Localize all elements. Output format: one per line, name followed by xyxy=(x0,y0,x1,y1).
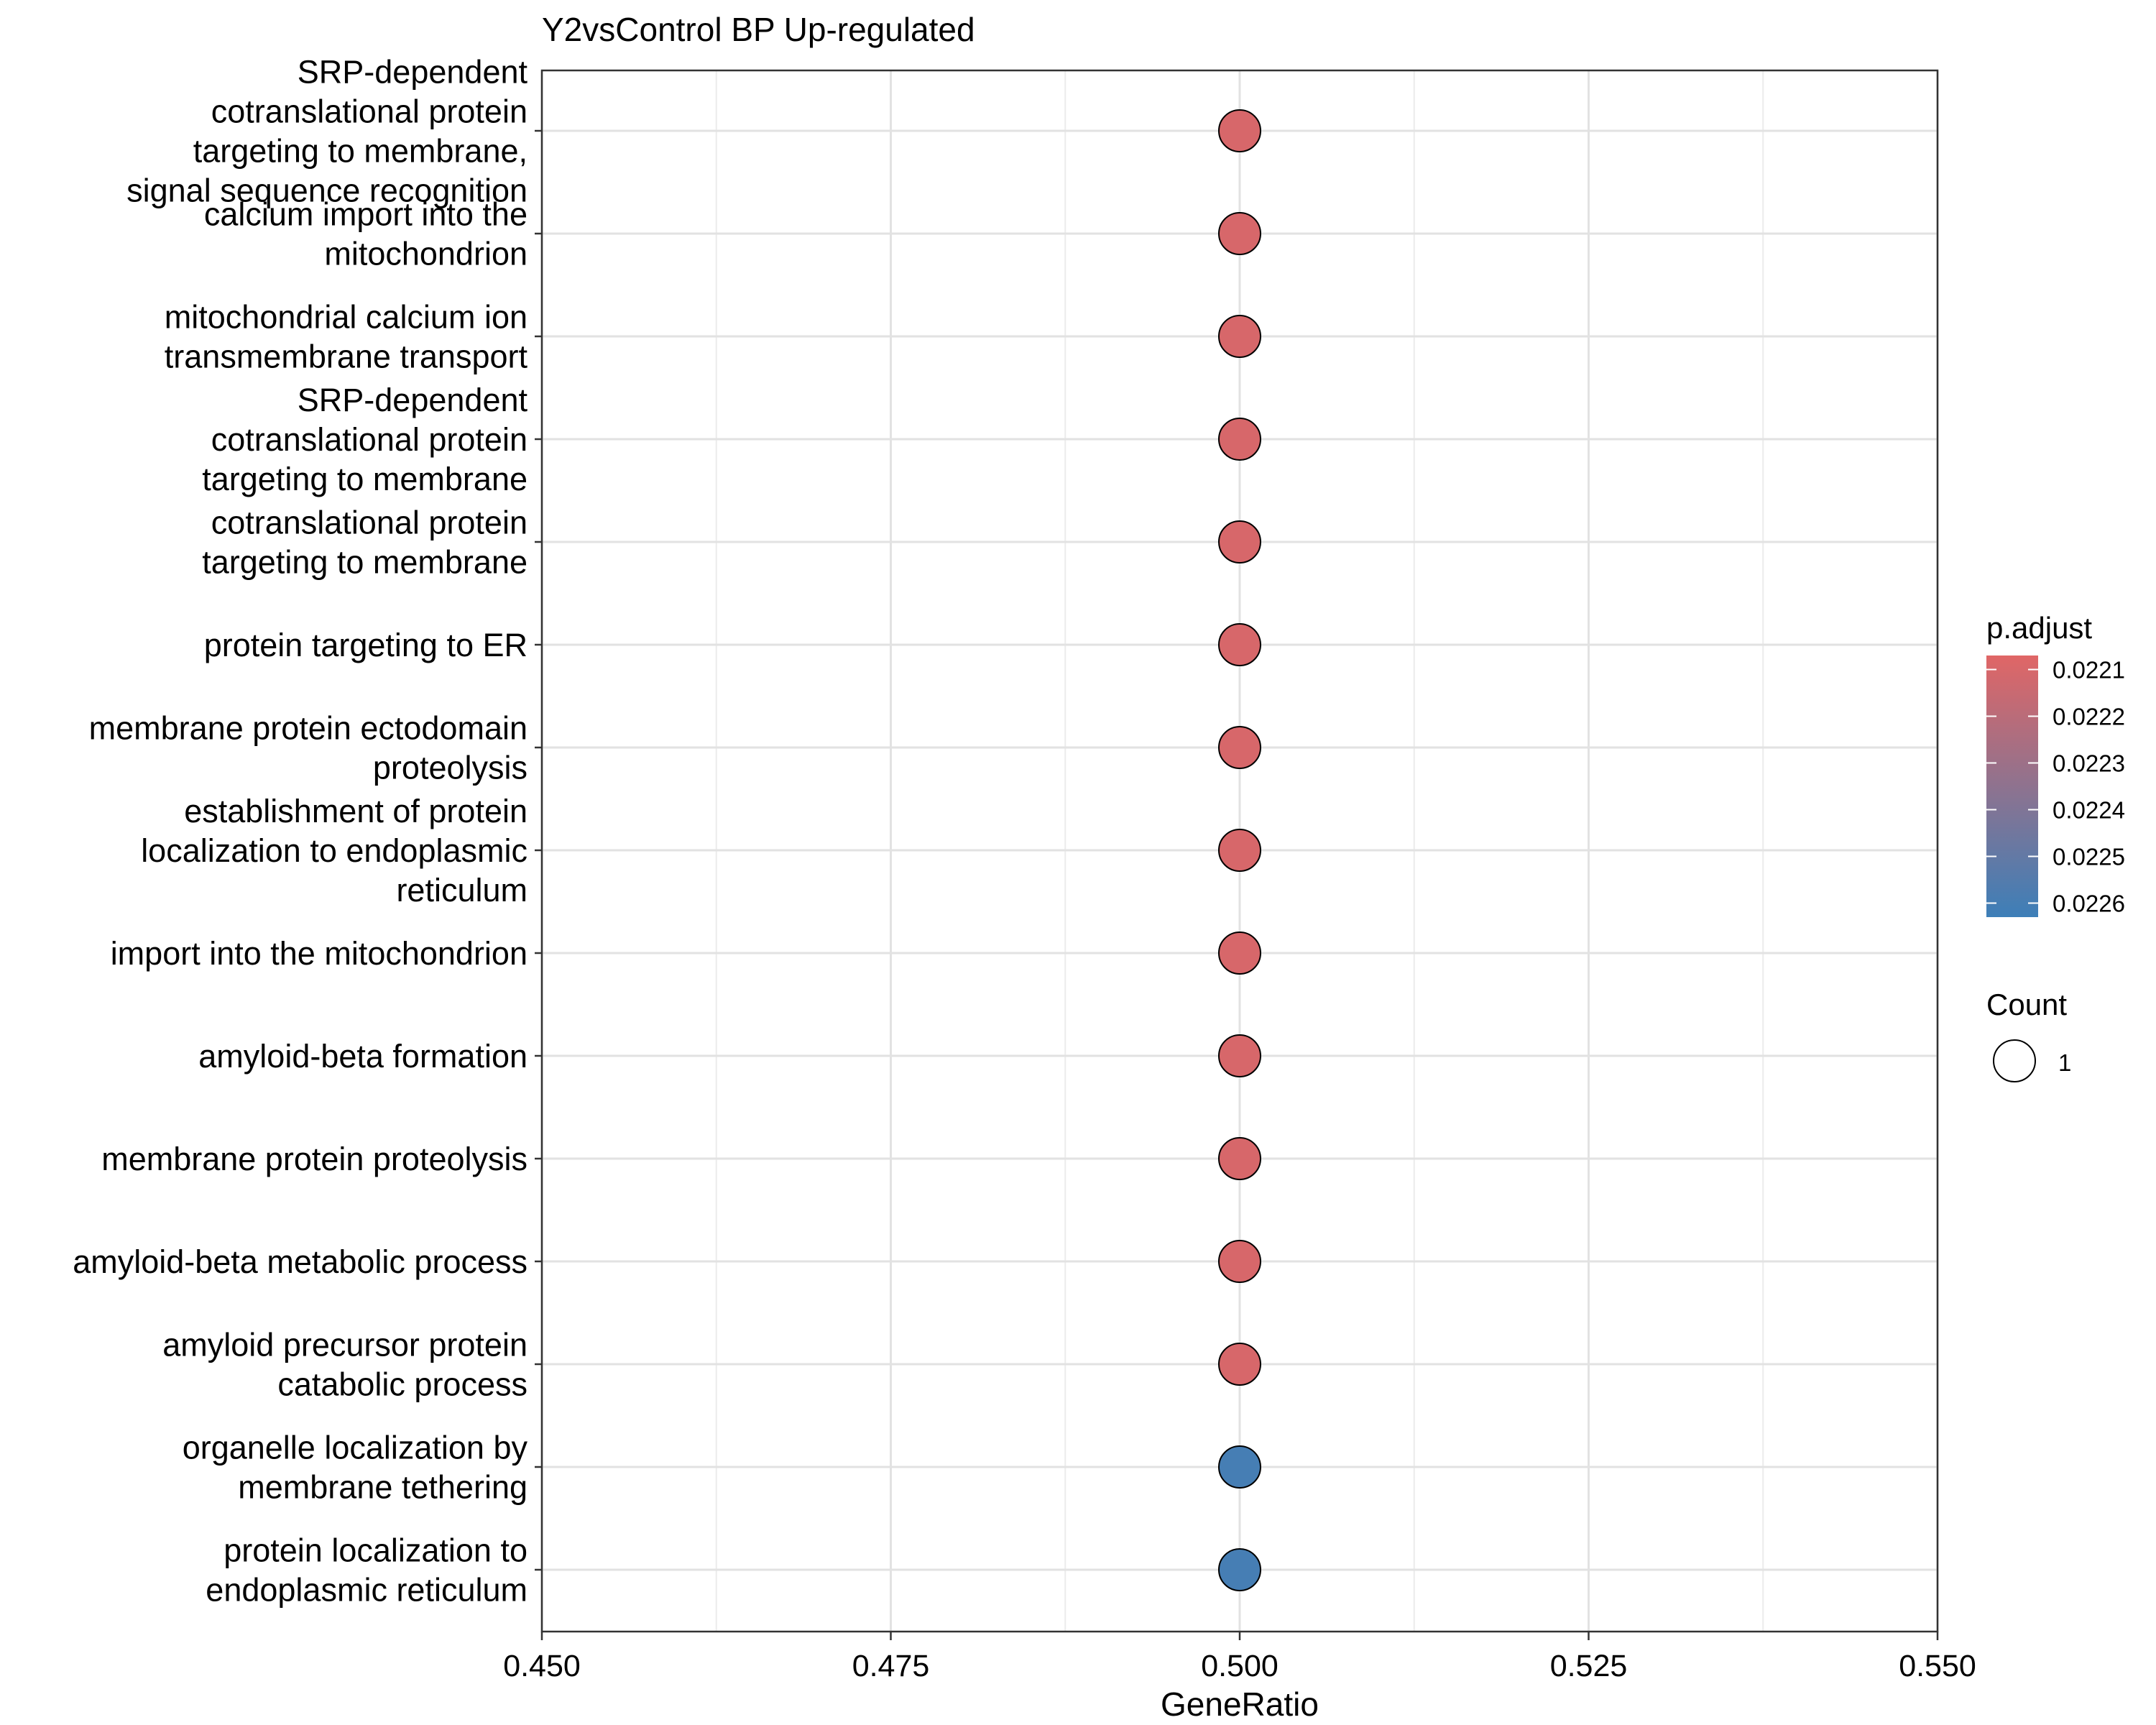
data-point xyxy=(1218,623,1261,666)
y-tick-label: mitochondrion xyxy=(324,236,528,272)
color-tick-label: 0.0221 xyxy=(2053,657,2125,684)
data-point xyxy=(1218,1445,1261,1489)
x-tick-label: 0.450 xyxy=(503,1649,581,1683)
color-legend-title: p.adjust xyxy=(1986,611,2092,645)
color-legend-bar xyxy=(1986,656,2038,917)
data-point xyxy=(1218,1240,1261,1283)
x-tick-label: 0.475 xyxy=(852,1649,930,1683)
y-tick-label: membrane tethering xyxy=(238,1469,528,1506)
data-point xyxy=(1218,1034,1261,1077)
y-tick-label: reticulum xyxy=(396,872,528,908)
x-tick-label: 0.500 xyxy=(1201,1649,1279,1683)
data-point xyxy=(1218,520,1261,564)
chart-title: Y2vsControl BP Up-regulated xyxy=(542,11,975,48)
size-legend-circle xyxy=(1993,1039,2036,1082)
y-tick-label: targeting to membrane, xyxy=(193,133,528,170)
y-tick-label: amyloid-beta formation xyxy=(198,1038,528,1075)
y-tick-label: amyloid precursor protein xyxy=(162,1327,528,1363)
data-point xyxy=(1218,932,1261,975)
y-tick-label: protein targeting to ER xyxy=(204,627,528,663)
data-point xyxy=(1218,726,1261,769)
size-legend-title: Count xyxy=(1986,988,2067,1021)
data-points xyxy=(1218,109,1261,1591)
y-tick-label: proteolysis xyxy=(373,750,528,786)
x-tick-label: 0.550 xyxy=(1899,1649,1976,1683)
y-tick-label: endoplasmic reticulum xyxy=(206,1572,528,1609)
data-point xyxy=(1218,829,1261,872)
y-tick-label: amyloid-beta metabolic process xyxy=(73,1243,528,1280)
color-tick-label: 0.0226 xyxy=(2053,891,2125,917)
y-tick-label: cotranslational protein xyxy=(211,421,528,458)
data-point xyxy=(1218,212,1261,255)
data-point xyxy=(1218,1343,1261,1386)
y-tick-label: membrane protein proteolysis xyxy=(101,1141,528,1177)
y-tick-label: SRP-dependent xyxy=(298,54,528,91)
x-tick-label: 0.525 xyxy=(1550,1649,1628,1683)
color-tick-label: 0.0222 xyxy=(2053,704,2125,730)
y-tick-label: targeting to membrane xyxy=(202,461,528,497)
y-tick-label: catabolic process xyxy=(277,1366,528,1403)
x-axis-title: GeneRatio xyxy=(1161,1685,1319,1723)
color-tick-label: 0.0225 xyxy=(2053,844,2125,870)
data-point xyxy=(1218,418,1261,461)
data-point xyxy=(1218,1137,1261,1180)
color-tick-label: 0.0224 xyxy=(2053,797,2125,824)
color-legend-ticks: 0.0221 0.0222 0.0223 0.0224 0.0225 0.0226 xyxy=(1986,657,2125,917)
y-tick-label: calcium import into the xyxy=(204,196,528,233)
y-tick-label: import into the mitochondrion xyxy=(111,935,528,972)
y-tick-label: cotranslational protein xyxy=(211,93,528,130)
y-tick-label: protein localization to xyxy=(224,1532,528,1569)
data-point xyxy=(1218,1548,1261,1591)
y-tick-label: targeting to membrane xyxy=(202,544,528,581)
data-point xyxy=(1218,315,1261,358)
y-tick-label: localization to endoplasmic xyxy=(141,832,528,869)
y-tick-label: mitochondrial calcium ion xyxy=(165,299,528,336)
size-legend-label: 1 xyxy=(2058,1049,2071,1076)
y-tick-label: signal sequence recognition xyxy=(126,172,528,209)
y-tick-label: membrane protein ectodomain xyxy=(89,710,528,747)
y-tick-label: establishment of protein xyxy=(184,793,528,829)
y-tick-label: cotranslational protein xyxy=(211,505,528,541)
data-point xyxy=(1218,109,1261,152)
y-tick-label: transmembrane transport xyxy=(165,339,528,375)
y-tick-label: SRP-dependent xyxy=(298,382,528,418)
x-axis: 0.450 0.475 0.500 0.525 0.550 xyxy=(503,1632,1976,1683)
color-tick-label: 0.0223 xyxy=(2053,750,2125,777)
y-tick-label: organelle localization by xyxy=(183,1430,528,1466)
